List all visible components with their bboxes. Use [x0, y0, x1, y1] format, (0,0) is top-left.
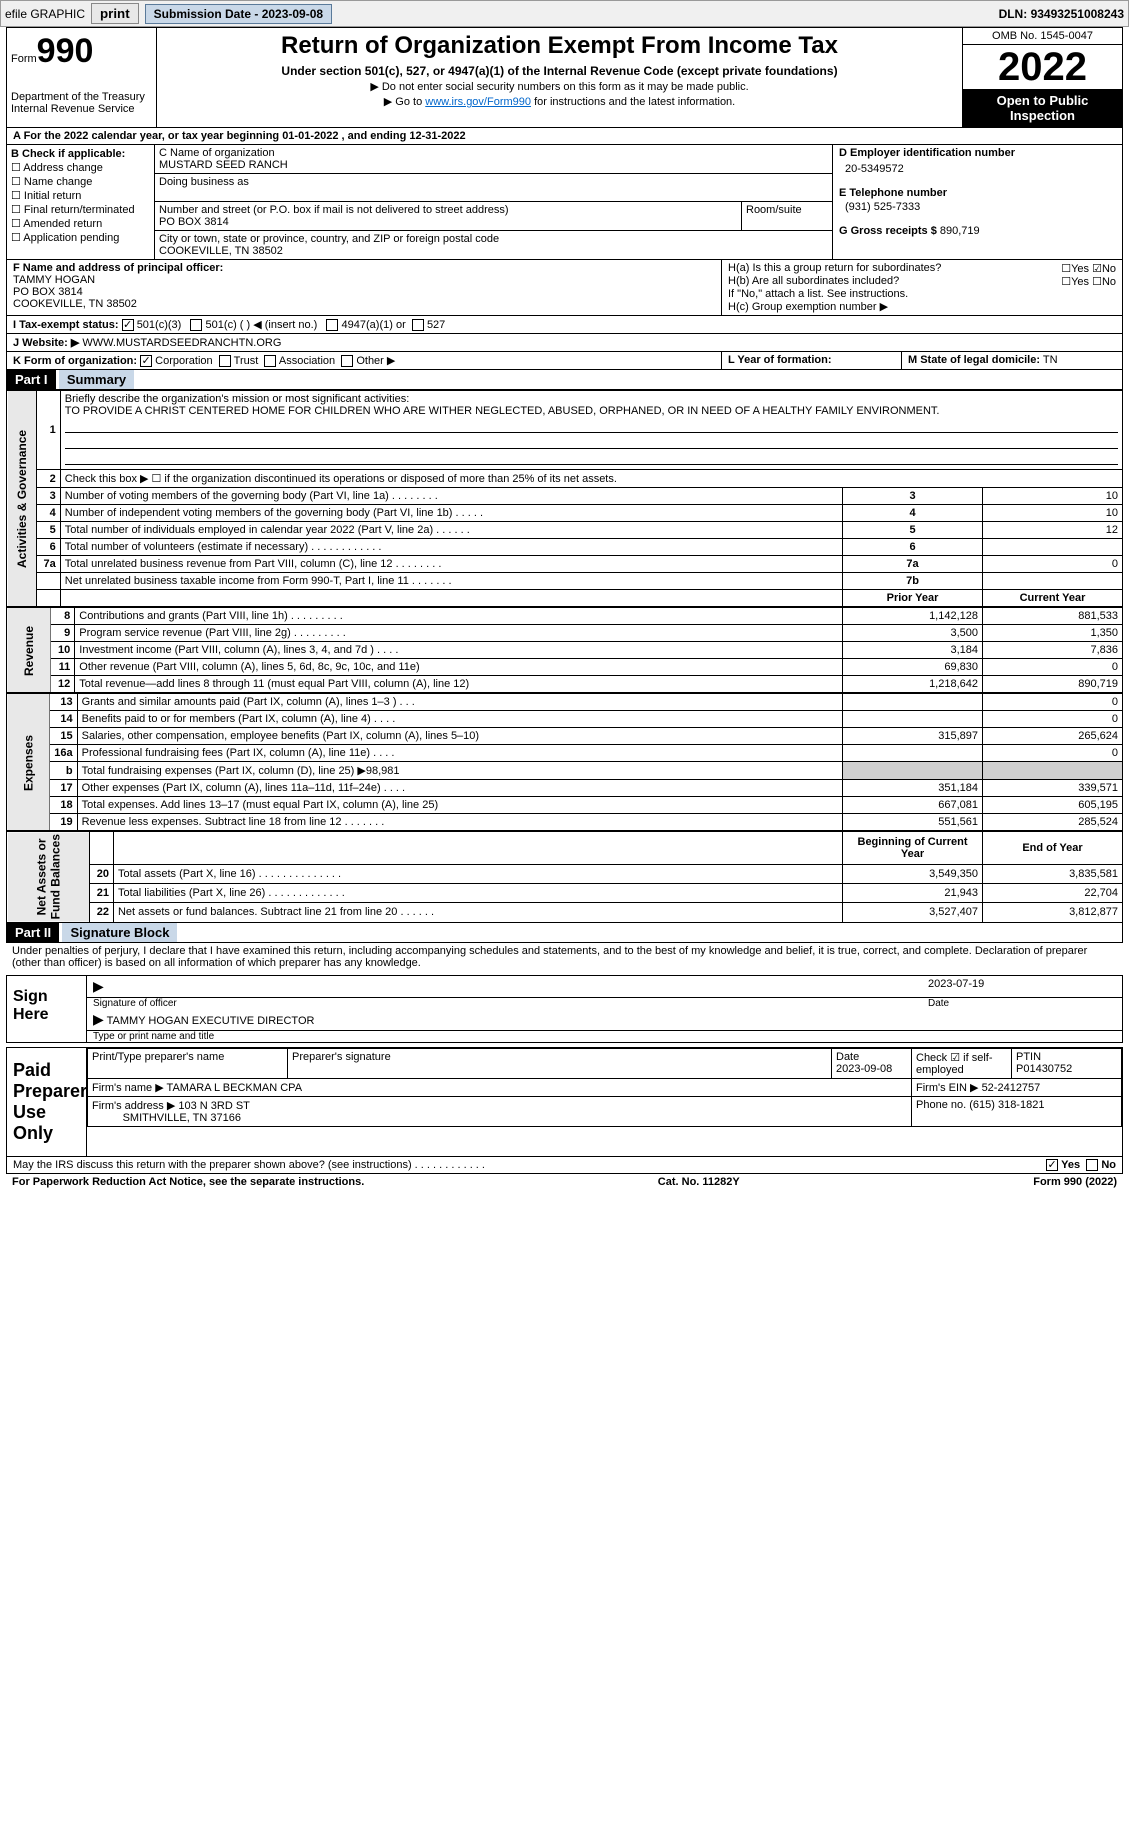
paid-preparer-block: Paid Preparer Use Only Print/Type prepar… — [6, 1047, 1123, 1157]
net-assets-table: Net Assets or Fund Balances Beginning of… — [6, 831, 1123, 922]
gross-receipts: 890,719 — [940, 225, 980, 237]
check-initial-return[interactable]: ☐ Initial return — [11, 189, 150, 202]
tab-net-assets: Net Assets or Fund Balances — [7, 832, 90, 922]
ein: 20-5349572 — [845, 163, 1116, 175]
revenue-table: Revenue 8Contributions and grants (Part … — [6, 607, 1123, 693]
sign-here-block: Sign Here ▶ 2023-07-19 Signature of offi… — [6, 975, 1123, 1043]
check-501c3[interactable] — [122, 319, 134, 331]
discuss-row: May the IRS discuss this return with the… — [6, 1157, 1123, 1174]
sig-date: 2023-07-19 — [922, 976, 1122, 998]
omb-number: OMB No. 1545-0047 — [963, 28, 1122, 45]
check-amended[interactable]: ☐ Amended return — [11, 217, 150, 230]
website: WWW.MUSTARDSEEDRANCHTN.ORG — [82, 337, 281, 349]
tax-year: 2022 — [963, 45, 1122, 89]
check-final-return[interactable]: ☐ Final return/terminated — [11, 203, 150, 216]
submission-date-badge: Submission Date - 2023-09-08 — [145, 4, 332, 24]
block-b-to-g: B Check if applicable: ☐ Address change … — [6, 145, 1123, 260]
officer-name-title: TAMMY HOGAN EXECUTIVE DIRECTOR — [107, 1015, 315, 1027]
block-c: C Name of organization MUSTARD SEED RANC… — [155, 145, 832, 259]
dept-label: Department of the Treasury Internal Reve… — [11, 91, 152, 115]
tab-revenue: Revenue — [7, 608, 51, 693]
form-title: Return of Organization Exempt From Incom… — [161, 32, 958, 60]
note-ssn: ▶ Do not enter social security numbers o… — [161, 80, 958, 93]
room-suite: Room/suite — [742, 202, 832, 230]
dln: DLN: 93493251008243 — [999, 7, 1124, 21]
org-name: MUSTARD SEED RANCH — [159, 159, 828, 171]
expenses-table: Expenses 13Grants and similar amounts pa… — [6, 693, 1123, 831]
block-f-h: F Name and address of principal officer:… — [6, 260, 1123, 316]
print-button[interactable]: print — [91, 3, 139, 24]
city-state-zip: COOKEVILLE, TN 38502 — [159, 245, 828, 257]
line-i: I Tax-exempt status: 501(c)(3) 501(c) ( … — [6, 316, 1123, 334]
part1-header: Part I — [7, 370, 56, 389]
part2-header: Part II — [7, 923, 59, 942]
ptin: P01430752 — [1016, 1063, 1072, 1075]
hb-label: H(b) Are all subordinates included? — [728, 275, 1061, 288]
note-link: ▶ Go to www.irs.gov/Form990 for instruct… — [161, 95, 958, 108]
hc-label: H(c) Group exemption number ▶ — [728, 300, 1116, 313]
block-b: B Check if applicable: ☐ Address change … — [7, 145, 155, 259]
efile-label: efile GRAPHIC — [5, 7, 85, 21]
check-app-pending[interactable]: ☐ Application pending — [11, 231, 150, 244]
signature-declaration: Under penalties of perjury, I declare th… — [6, 943, 1123, 971]
preparer-phone: (615) 318-1821 — [969, 1099, 1044, 1111]
check-name-change[interactable]: ☐ Name change — [11, 175, 150, 188]
line-a: A For the 2022 calendar year, or tax yea… — [6, 128, 1123, 145]
part1-title: Summary — [59, 370, 134, 389]
line-j: J Website: ▶ WWW.MUSTARDSEEDRANCHTN.ORG — [6, 334, 1123, 352]
page-footer: For Paperwork Reduction Act Notice, see … — [6, 1174, 1123, 1190]
ha-label: H(a) Is this a group return for subordin… — [728, 262, 1061, 275]
officer-name: TAMMY HOGAN — [13, 274, 715, 286]
form-number: Form990 — [11, 32, 152, 71]
street-address: PO BOX 3814 — [159, 216, 737, 228]
phone: (931) 525-7333 — [845, 201, 1116, 213]
open-inspection: Open to Public Inspection — [963, 89, 1122, 127]
hb-note: If "No," attach a list. See instructions… — [728, 288, 1116, 300]
line-k-l-m: K Form of organization: Corporation Trus… — [6, 352, 1123, 370]
form-subtitle: Under section 501(c), 527, or 4947(a)(1)… — [161, 64, 958, 78]
tab-expenses: Expenses — [7, 694, 50, 831]
firm-ein: 52-2412757 — [982, 1082, 1041, 1094]
mission-text: TO PROVIDE A CHRIST CENTERED HOME FOR CH… — [65, 405, 940, 417]
firm-name: TAMARA L BECKMAN CPA — [167, 1082, 303, 1094]
part2-title: Signature Block — [62, 923, 177, 942]
irs-link[interactable]: www.irs.gov/Form990 — [425, 96, 531, 108]
check-address-change[interactable]: ☐ Address change — [11, 161, 150, 174]
block-d-to-g: D Employer identification number 20-5349… — [832, 145, 1122, 259]
summary-table: Activities & Governance 1 Briefly descri… — [6, 390, 1123, 607]
toolbar: efile GRAPHIC print Submission Date - 20… — [0, 0, 1129, 27]
tab-activities: Activities & Governance — [7, 391, 37, 607]
form-header: Form990 Department of the Treasury Inter… — [6, 27, 1123, 128]
